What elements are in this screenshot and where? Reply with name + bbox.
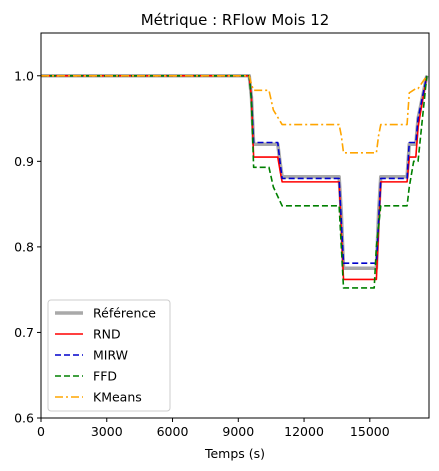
- legend-label: RND: [93, 327, 121, 342]
- series-line-mirw: [41, 74, 428, 264]
- y-tick-label: 0.7: [14, 325, 34, 340]
- x-tick-label: 15000: [350, 424, 390, 439]
- x-axis-label: Temps (s): [204, 446, 265, 461]
- legend: Référence RND MIRW FFD KMeans: [47, 299, 171, 412]
- y-axis-ticks: 0.6 0.7 0.8 0.9 1.0: [14, 68, 41, 426]
- series-line-ffd: [41, 74, 428, 289]
- x-axis-ticks: 0 3000 6000 9000 12000 15000: [37, 418, 390, 439]
- plot-frame: [40, 32, 430, 419]
- x-tick-label: 9000: [222, 424, 254, 439]
- y-tick-label: 0.9: [14, 154, 34, 169]
- y-tick-label: 1.0: [14, 68, 34, 83]
- legend-box: [47, 299, 171, 412]
- x-tick-label: 12000: [284, 424, 324, 439]
- chart-title: Métrique : RFlow Mois 12: [141, 11, 330, 29]
- series-line-kmeans: [41, 74, 428, 154]
- legend-label: FFD: [93, 369, 117, 384]
- legend-label: Référence: [93, 306, 156, 321]
- x-tick-label: 6000: [157, 424, 189, 439]
- legend-label: MIRW: [93, 348, 128, 363]
- legend-label: KMeans: [93, 390, 142, 405]
- y-tick-label: 0.8: [14, 239, 34, 254]
- plot-lines: [41, 74, 429, 289]
- x-tick-label: 0: [37, 424, 45, 439]
- x-tick-label: 3000: [91, 424, 123, 439]
- series-line-r-f-rence: [41, 74, 429, 271]
- y-tick-label: 0.6: [14, 411, 34, 426]
- series-line-rnd: [41, 74, 428, 281]
